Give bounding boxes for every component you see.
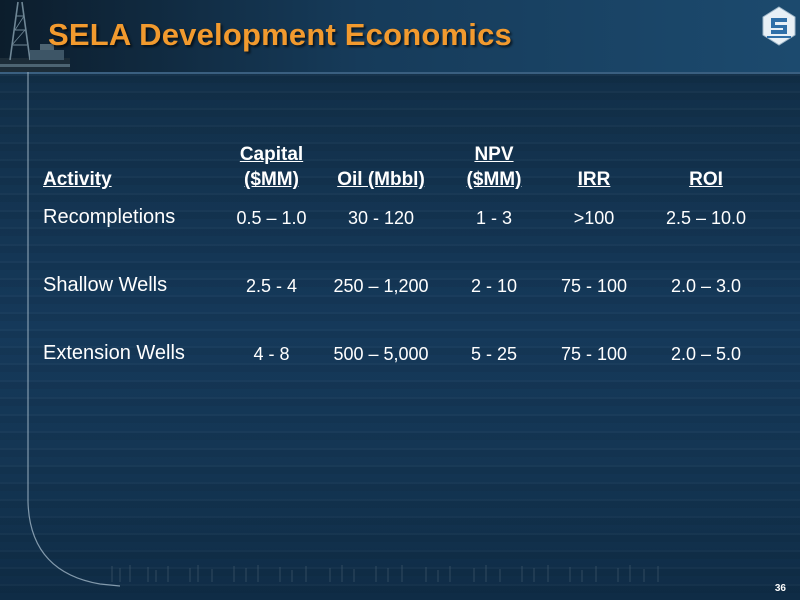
cell-activity: Shallow Wells xyxy=(43,274,168,296)
cell-capital: 0.5 – 1.0 xyxy=(236,208,307,228)
column-header-irr: IRR xyxy=(544,142,644,202)
header-line1: NPV xyxy=(474,144,514,165)
cell-npv: 1 - 3 xyxy=(475,208,513,228)
cell-roi: 2.5 – 10.0 xyxy=(665,208,747,228)
header-line2: Oil (Mbbl) xyxy=(337,169,425,190)
cell-irr: 75 - 100 xyxy=(560,276,628,296)
cell-npv: 2 - 10 xyxy=(470,276,518,296)
cell-irr: 75 - 100 xyxy=(560,344,628,364)
cell-oil: 30 - 120 xyxy=(347,208,415,228)
slide-title: SELA Development Economics xyxy=(48,17,512,52)
cell-irr: >100 xyxy=(573,208,615,228)
column-header-npv: NPV ($MM) xyxy=(444,142,544,202)
header-line2: ($MM) xyxy=(244,169,299,190)
column-header-capital: Capital ($MM) xyxy=(225,142,318,202)
table-row: Extension Wells 4 - 8 500 – 5,000 5 - 25… xyxy=(38,338,768,406)
column-header-oil: Oil (Mbbl) xyxy=(318,142,444,202)
header-line1: Capital xyxy=(239,144,304,165)
header-line2: ROI xyxy=(689,169,723,190)
column-header-roi: ROI xyxy=(644,142,768,202)
cell-activity: Recompletions xyxy=(43,206,176,228)
header-line2: IRR xyxy=(577,169,611,190)
drilling-rig-icon xyxy=(0,1,70,72)
slide-header: SELA Development Economics xyxy=(0,0,800,74)
cell-roi: 2.0 – 5.0 xyxy=(670,344,742,364)
company-logo-icon xyxy=(762,6,796,46)
economics-table: Activity Capital ($MM) Oil (Mbbl) NPV ($… xyxy=(38,142,768,406)
page-number: 36 xyxy=(774,583,786,594)
cell-capital: 2.5 - 4 xyxy=(245,276,298,296)
table-header-row: Activity Capital ($MM) Oil (Mbbl) NPV ($… xyxy=(38,142,768,202)
cell-npv: 5 - 25 xyxy=(470,344,518,364)
cell-activity: Extension Wells xyxy=(43,342,185,364)
cell-oil: 500 – 5,000 xyxy=(333,344,429,364)
cell-capital: 4 - 8 xyxy=(253,344,290,364)
column-header-activity: Activity xyxy=(38,142,225,202)
cell-roi: 2.0 – 3.0 xyxy=(670,276,742,296)
wellbore-line xyxy=(27,72,120,587)
table-row: Shallow Wells 2.5 - 4 250 – 1,200 2 - 10… xyxy=(38,270,768,338)
header-line2: ($MM) xyxy=(466,169,522,190)
seismic-strip xyxy=(111,565,659,582)
table-row: Recompletions 0.5 – 1.0 30 - 120 1 - 3 >… xyxy=(38,202,768,270)
header-line2: Activity xyxy=(43,169,112,190)
cell-oil: 250 – 1,200 xyxy=(333,276,429,296)
